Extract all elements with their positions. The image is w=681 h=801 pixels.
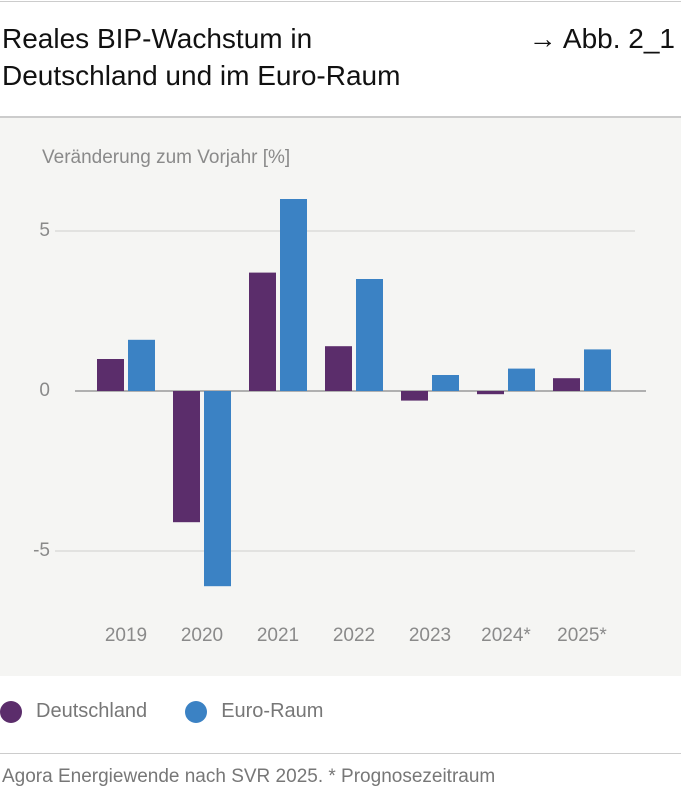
- bar: [432, 375, 459, 391]
- x-tick-label: 2020: [181, 625, 223, 646]
- legend-swatch: [185, 700, 208, 723]
- bar: [584, 349, 611, 391]
- y-axis-label: Veränderung zum Vorjahr [%]: [42, 147, 290, 168]
- title: Reales BIP-Wachstum in Deutschland und i…: [2, 20, 400, 94]
- legend-label: Deutschland: [36, 700, 148, 722]
- bar: [204, 391, 231, 587]
- bar: [508, 368, 535, 391]
- x-tick-label: 2023: [409, 625, 451, 646]
- legend-item: Deutschland: [0, 700, 147, 723]
- x-tick-label: 2024*: [481, 625, 531, 646]
- x-tick-label: 2019: [105, 625, 147, 646]
- figure-ref: → Abb. 2_1: [528, 23, 675, 54]
- bar: [553, 378, 580, 391]
- bar: [401, 391, 428, 401]
- legend-swatch: [0, 700, 22, 723]
- title-line: Reales BIP-Wachstum in: [2, 23, 313, 54]
- y-tick-label: 0: [39, 380, 50, 401]
- divider: [0, 1, 681, 2]
- chart: Veränderung zum Vorjahr [%] 5 0 -5 2019 2020…: [0, 118, 681, 676]
- bar: [249, 272, 276, 391]
- source: Agora Energiewende nach SVR 2025. * Prog…: [2, 766, 496, 787]
- bar: [97, 359, 124, 391]
- y-tick-label: -5: [33, 540, 50, 561]
- x-tick-label: 2022: [333, 625, 375, 646]
- bar: [477, 391, 504, 395]
- bar: [128, 339, 155, 391]
- bar: [280, 199, 307, 391]
- legend-label: Euro-Raum: [221, 700, 324, 722]
- bar: [356, 279, 383, 391]
- y-tick-label: 5: [39, 220, 50, 241]
- legend-item: Euro-Raum: [185, 700, 323, 723]
- bar: [173, 391, 200, 523]
- title-line: Deutschland und im Euro-Raum: [2, 60, 401, 91]
- legend: Deutschland Euro-Raum: [0, 700, 323, 723]
- chart-background: [0, 118, 681, 676]
- bar: [325, 346, 352, 391]
- divider: [0, 116, 681, 118]
- x-tick-label: 2021: [257, 625, 299, 646]
- divider: [0, 753, 681, 754]
- x-tick-label: 2025*: [557, 625, 607, 646]
